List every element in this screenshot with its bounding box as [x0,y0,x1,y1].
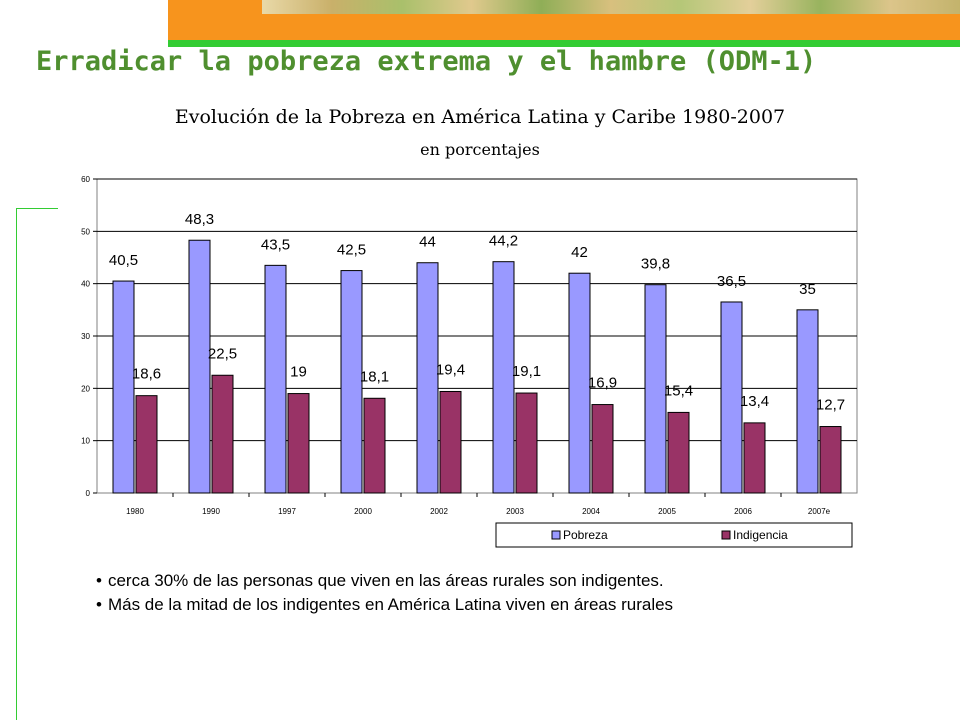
data-label: 48,3 [185,211,214,228]
legend-label: Pobreza [563,528,608,542]
x-tick-label: 2006 [734,507,752,516]
bar-indigencia [515,392,538,494]
bar-pobreza [720,301,743,494]
x-tick-label: 1990 [202,507,220,516]
chart-subtitle: en porcentajes [420,140,540,159]
side-accent-line [16,208,58,209]
data-label: 19,4 [436,361,465,378]
y-tick-label: 60 [81,175,90,184]
x-tick-label: 1980 [126,507,144,516]
bar-pobreza [340,270,363,494]
side-accent-line-vertical [16,208,17,720]
y-tick-label: 0 [86,489,91,498]
bar-pobreza [188,239,211,494]
data-label: 19 [290,364,307,381]
data-label: 19,1 [512,363,541,380]
y-tick-label: 40 [81,280,90,289]
bar-indigencia [211,374,234,494]
bullet-item: cerca 30% de las personas que viven en l… [96,571,673,591]
data-label: 44 [419,234,436,251]
bar-indigencia [591,404,614,494]
legend-label: Indigencia [733,528,788,542]
x-tick-label: 2004 [582,507,600,516]
x-tick-label: 2005 [658,507,676,516]
data-label: 42,5 [337,242,366,259]
x-tick-label: 2003 [506,507,524,516]
data-label: 40,5 [109,252,138,269]
data-label: 18,6 [132,366,161,383]
bullet-item: Más de la mitad de los indigentes en Amé… [96,595,673,615]
bar-indigencia [819,426,842,494]
data-label: 15,4 [664,382,693,399]
legend [495,522,853,548]
bar-indigencia [135,395,158,494]
bar-pobreza [264,264,287,494]
y-tick-label: 50 [81,227,90,236]
poverty-bar-chart: 0 10 20 30 40 50 60 1980 40,5 18,6 1990 48,3 22,5 199… [81,175,858,548]
bar-pobreza [568,272,591,494]
data-label: 18,1 [360,368,389,385]
x-tick-label: 2007e [808,507,831,516]
bar-indigencia [363,397,386,494]
page-title: Erradicar la pobreza extrema y el hambre… [36,46,817,77]
legend-swatch [551,530,561,540]
bar-indigencia [439,390,462,494]
bar-indigencia [667,411,690,494]
bar-indigencia [287,393,310,494]
data-label: 44,2 [489,233,518,250]
x-tick-label: 1997 [278,507,296,516]
x-tick-label: 2002 [430,507,448,516]
bar-indigencia [743,422,766,494]
y-tick-label: 10 [81,437,90,446]
data-label: 16,9 [588,375,617,392]
y-tick-label: 20 [81,384,90,393]
data-label: 13,4 [740,393,769,410]
x-tick-label: 2000 [354,507,372,516]
bar-pobreza [796,309,819,494]
bar-pobreza [416,262,439,494]
data-label: 36,5 [717,273,746,290]
header-photo-strip [262,0,960,14]
chart-title: Evolución de la Pobreza en América Latin… [174,106,786,128]
data-label: 43,5 [261,236,290,253]
data-label: 22,5 [208,345,237,362]
data-label: 12,7 [816,397,845,414]
bar-pobreza [492,261,515,494]
y-tick-label: 30 [81,332,90,341]
bullet-list: cerca 30% de las personas que viven en l… [96,571,673,619]
data-label: 35 [799,281,816,298]
data-label: 42 [571,244,588,261]
bar-pobreza [112,280,135,494]
data-label: 39,8 [641,256,670,273]
bar-pobreza [644,284,667,494]
legend-swatch [721,530,731,540]
header-green-bar [168,40,960,47]
